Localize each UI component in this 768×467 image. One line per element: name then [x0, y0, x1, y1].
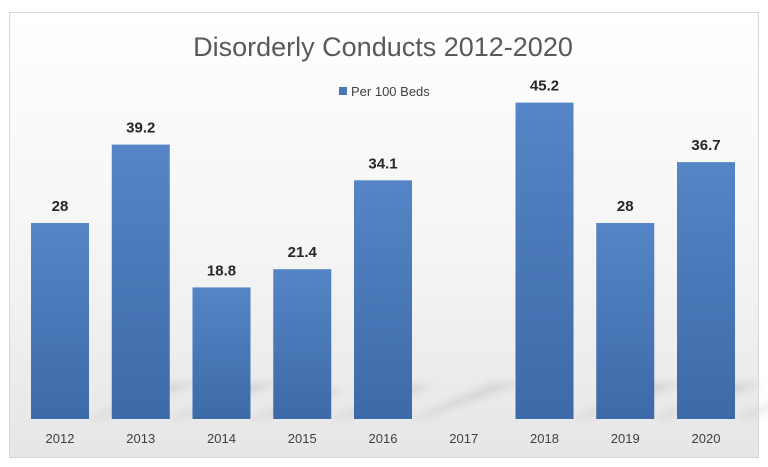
- x-tick-2020: 2020: [692, 431, 721, 446]
- x-tick-2016: 2016: [369, 431, 398, 446]
- x-tick-2014: 2014: [207, 431, 236, 446]
- data-labels: 28 39.2 18.8 21.4 34.1 45.2 28 36.7: [52, 78, 721, 280]
- bar-shadow: [735, 404, 768, 419]
- x-tick-2017: 2017: [449, 431, 478, 446]
- bar-2012[interactable]: [31, 223, 89, 419]
- data-label-2019: 28: [617, 198, 634, 215]
- bar-shadows: [89, 383, 768, 419]
- data-label-2016: 34.1: [368, 155, 397, 172]
- x-tick-2019: 2019: [611, 431, 640, 446]
- data-label-2020: 36.7: [691, 137, 720, 154]
- x-tick-2015: 2015: [288, 431, 317, 446]
- bars: [31, 102, 735, 419]
- legend-swatch: [339, 87, 347, 95]
- x-tick-2012: 2012: [46, 431, 75, 446]
- data-label-2018: 45.2: [530, 78, 559, 95]
- data-label-2012: 28: [52, 198, 69, 215]
- data-label-2015: 21.4: [288, 244, 318, 261]
- legend: Per 100 Beds: [339, 84, 430, 99]
- bar-shadow: [412, 383, 522, 419]
- chart-title: Disorderly Conducts 2012-2020: [193, 32, 573, 62]
- legend-label: Per 100 Beds: [351, 84, 430, 99]
- x-axis-labels: 2012 2013 2014 2015 2016 2017 2018 2019 2020: [46, 431, 721, 446]
- data-label-2013: 39.2: [126, 120, 155, 137]
- bar-2018[interactable]: [515, 102, 574, 419]
- x-tick-2013: 2013: [126, 431, 155, 446]
- bar-2019[interactable]: [596, 223, 655, 419]
- bar-2014[interactable]: [192, 287, 251, 419]
- bar-2016[interactable]: [354, 180, 412, 419]
- bar-2015[interactable]: [273, 269, 332, 419]
- x-tick-2018: 2018: [530, 431, 559, 446]
- bar-2013[interactable]: [111, 144, 170, 419]
- data-label-2014: 18.8: [207, 262, 236, 279]
- bar-2020[interactable]: [677, 162, 735, 419]
